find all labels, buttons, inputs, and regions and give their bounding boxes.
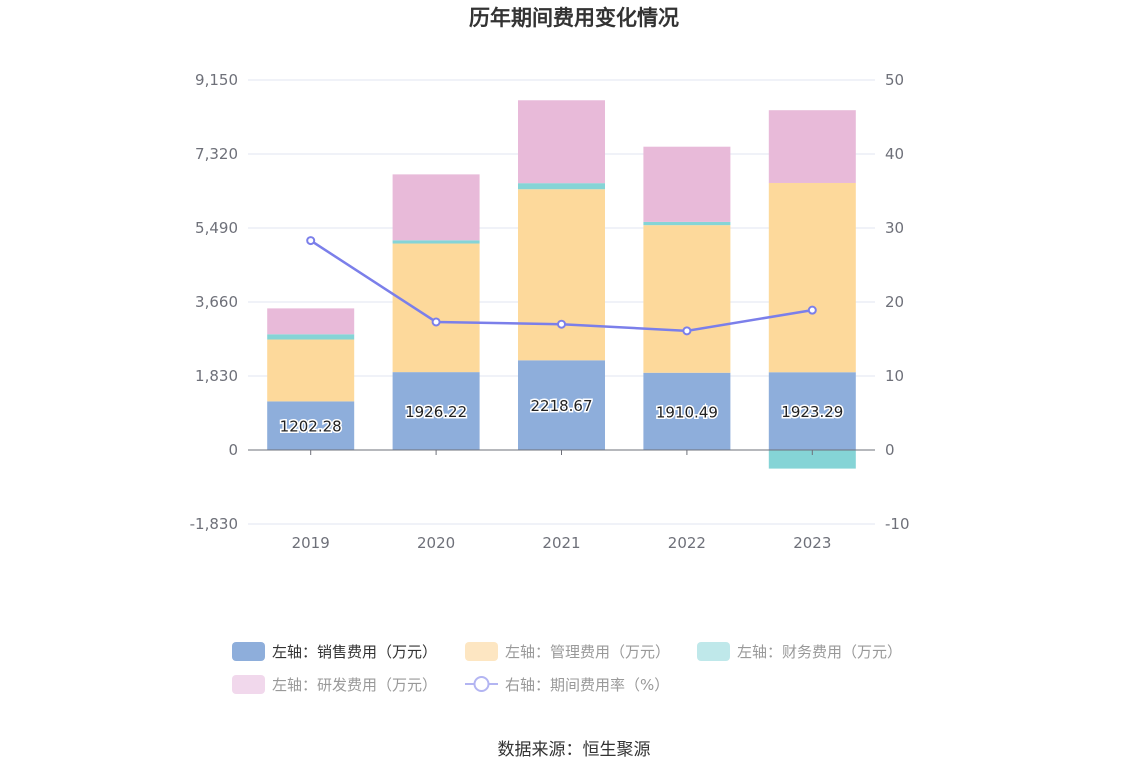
right-axis-tick-label: 20 (885, 293, 904, 311)
bar-segment (643, 372, 731, 450)
left-axis-tick-label: 0 (228, 441, 238, 459)
left-axis-tick-label: 5,490 (195, 219, 238, 237)
right-axis-tick-label: 50 (885, 71, 904, 89)
bar-data-label: 1926.22 (405, 403, 467, 421)
x-axis-category-label: 2021 (542, 534, 580, 552)
right-axis-tick-label: -10 (885, 515, 910, 533)
bar-segment (643, 146, 731, 222)
bar-segment (768, 110, 856, 183)
legend-label: 左轴：财务费用（万元） (737, 643, 902, 661)
bar-segment (392, 243, 480, 373)
right-axis-tick-label: 40 (885, 145, 904, 163)
legend-label: 左轴：研发费用（万元） (272, 676, 437, 694)
bar-segment (267, 339, 355, 402)
bar-layer (267, 100, 856, 469)
left-axis-tick-label: 7,320 (195, 145, 238, 163)
rate-point (807, 305, 817, 315)
bar-segment (643, 221, 731, 226)
bar-segment (518, 360, 605, 450)
bar-segment (768, 372, 856, 450)
label-layer: 1202.28 1926.22 2218.67 1910.49 1923.29 (278, 396, 845, 438)
rate-point (431, 317, 441, 327)
legend: 左轴：销售费用（万元） 左轴：管理费用（万元） 左轴：财务费用（万元） 左轴：研发费用… (232, 642, 902, 694)
axis-layer: -1,830 -10 0 0 1,830 10 3,660 20 5,490 30 7,320 40 9… (190, 71, 910, 552)
right-axis-tick-label: 30 (885, 219, 904, 237)
bar-segment (267, 334, 355, 340)
left-axis-tick-label: 3,660 (195, 293, 238, 311)
bar-data-label: 2218.67 (530, 397, 592, 415)
bar-segment (518, 100, 605, 184)
x-axis-category-label: 2020 (417, 534, 455, 552)
x-axis-category-label: 2022 (668, 534, 706, 552)
legend-swatch (697, 642, 730, 661)
bar-data-label: 1910.49 (656, 403, 718, 421)
right-axis-tick-label: 0 (885, 441, 895, 459)
rate-point (682, 326, 692, 336)
legend-swatch (232, 642, 265, 661)
x-axis-category-label: 2023 (793, 534, 831, 552)
bar-segment (267, 308, 355, 335)
legend-line-marker (473, 676, 490, 692)
legend-label: 左轴：管理费用（万元） (505, 643, 670, 661)
bar-segment (267, 401, 355, 450)
legend-swatch (232, 675, 265, 694)
left-axis-tick-label: 1,830 (195, 367, 238, 385)
bar-segment-negative (768, 450, 856, 469)
bar-data-label: 1923.29 (781, 403, 843, 421)
legend-label: 左轴：销售费用（万元） (272, 643, 437, 661)
chart-title: 历年期间费用变化情况 (469, 6, 679, 30)
bar-segment (392, 372, 480, 450)
bar-segment (768, 182, 856, 373)
rate-point (557, 319, 566, 329)
bar-segment (392, 240, 480, 244)
right-axis-tick-label: 10 (885, 367, 904, 385)
bar-segment (392, 174, 480, 241)
rate-point (306, 236, 316, 246)
bar-segment (643, 225, 731, 373)
legend-label: 右轴：期间费用率（%） (505, 676, 669, 694)
left-axis-tick-label: 9,150 (195, 71, 238, 89)
left-axis-tick-label: -1,830 (190, 515, 238, 533)
bar-segment (518, 183, 605, 190)
source-note: 数据来源：恒生聚源 (498, 740, 651, 760)
line-layer (306, 236, 817, 336)
legend-swatch (465, 642, 498, 661)
bar-data-label: 1202.28 (280, 418, 342, 436)
bar-segment (518, 189, 605, 361)
x-axis-category-label: 2019 (292, 534, 330, 552)
